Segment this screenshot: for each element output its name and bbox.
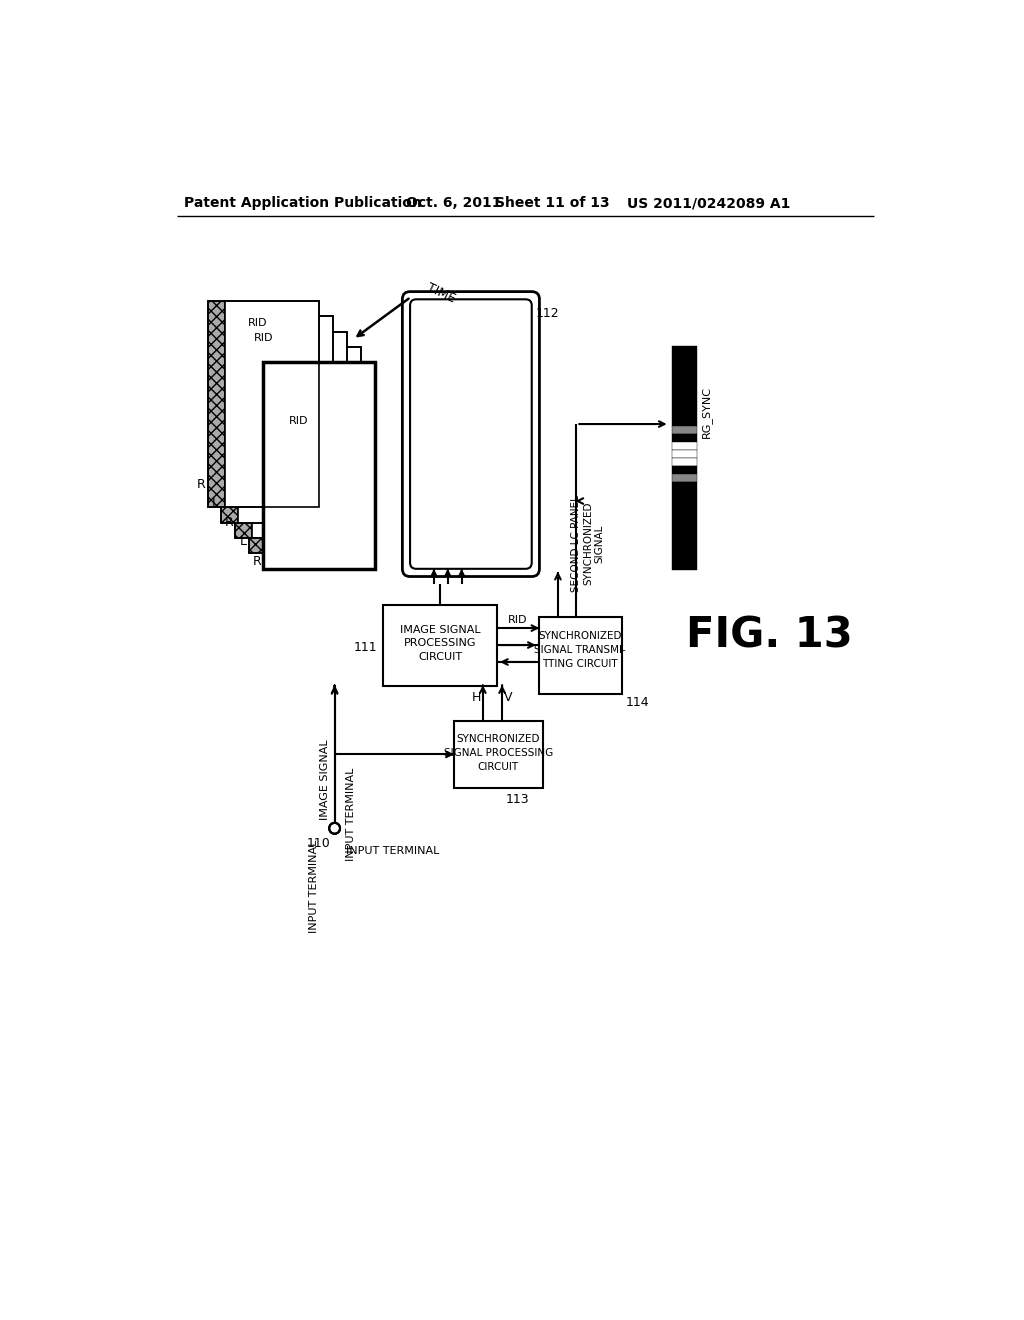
Text: V: V [504,690,512,704]
Bar [221,317,333,523]
Text: INPUT TERMINAL: INPUT TERMINAL [346,768,356,861]
Text: SYNCHRONIZED: SYNCHRONIZED [457,734,540,744]
Text: R: R [253,554,261,568]
Circle shape [330,822,340,834]
Text: R: R [197,478,206,491]
Text: RID: RID [254,333,273,343]
Bar [672,434,697,442]
Bar [208,301,319,507]
Text: FIG. 13: FIG. 13 [686,615,853,657]
Text: Sheet 11 of 13: Sheet 11 of 13 [495,197,609,210]
Text: SIGNAL PROCESSING: SIGNAL PROCESSING [443,748,553,758]
Text: SECOND LC PANEL
SYNCHRONIZED
SIGNAL: SECOND LC PANEL SYNCHRONIZED SIGNAL [571,495,604,591]
Bar [383,605,497,686]
Bar [236,331,347,539]
Text: INPUT TERMINAL: INPUT TERMINAL [346,846,439,857]
Bar [239,317,333,523]
Bar [249,347,266,553]
Text: 111: 111 [353,640,377,653]
Bar [672,466,697,474]
Bar [672,401,697,409]
Text: IMAGE SIGNAL: IMAGE SIGNAL [399,624,480,635]
Bar [672,474,697,482]
Bar [672,409,697,418]
Text: 110: 110 [307,837,331,850]
Bar [672,539,697,546]
Text: RG_SYNC: RG_SYNC [701,385,712,438]
Text: RID: RID [289,416,308,426]
Bar [672,515,697,523]
Bar [539,616,622,693]
Bar [672,546,697,554]
Bar [672,482,697,490]
Bar [672,362,697,370]
Text: R: R [224,516,233,529]
Bar [672,378,697,385]
Bar [221,317,239,523]
Text: H: H [472,690,481,704]
Text: PROCESSING: PROCESSING [403,639,476,648]
Bar [672,523,697,531]
Text: 112: 112 [536,308,559,319]
Bar [224,301,319,507]
Text: L: L [212,496,219,510]
Bar [672,354,697,362]
Text: 113: 113 [506,793,529,807]
Text: Patent Application Publication: Patent Application Publication [184,197,422,210]
Bar [266,347,360,553]
Bar [672,531,697,539]
Text: RID: RID [508,615,527,626]
Bar [236,331,252,539]
Bar [672,506,697,513]
Bar [672,458,697,466]
Text: CIRCUIT: CIRCUIT [477,762,519,772]
Bar [252,331,347,539]
Bar [672,450,697,458]
Text: US 2011/0242089 A1: US 2011/0242089 A1 [628,197,791,210]
Bar [672,554,697,562]
Bar [672,393,697,401]
Bar [208,301,224,507]
Text: 114: 114 [626,696,649,709]
FancyBboxPatch shape [410,300,531,569]
Text: SYNCHRONIZED: SYNCHRONIZED [539,631,622,640]
Bar [672,346,697,354]
Bar [672,426,697,434]
Bar [672,385,697,393]
Bar [672,562,697,570]
Text: L: L [240,536,247,548]
Bar [454,721,543,788]
Bar [672,418,697,426]
Text: RID: RID [248,318,267,327]
Circle shape [330,822,340,834]
Bar [672,498,697,506]
Bar [249,347,360,553]
FancyBboxPatch shape [402,292,540,577]
Bar [672,370,697,378]
Bar [672,442,697,450]
Text: TTING CIRCUIT: TTING CIRCUIT [543,659,618,668]
Bar [672,490,697,498]
Text: IMAGE SIGNAL: IMAGE SIGNAL [319,741,330,821]
Text: INPUT TERMINAL: INPUT TERMINAL [309,840,319,933]
Text: SIGNAL TRANSMI-: SIGNAL TRANSMI- [535,644,626,655]
Text: TIME: TIME [425,281,458,305]
Text: CIRCUIT: CIRCUIT [418,652,462,663]
Text: Oct. 6, 2011: Oct. 6, 2011 [407,197,502,210]
Bar [263,363,375,569]
